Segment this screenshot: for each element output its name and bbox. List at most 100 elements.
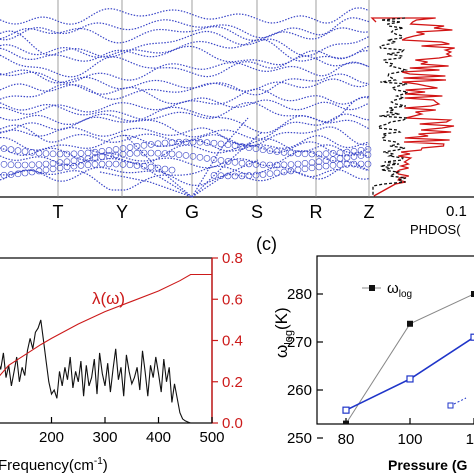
dispersion-point	[56, 159, 64, 166]
dispersion-branch	[0, 150, 370, 172]
dispersion-point	[336, 149, 344, 157]
omega-log-panel: (c) 250 260 270 280 80 100 12 ωlog(K) ωlog Pr…	[256, 234, 474, 473]
dispersion-point	[140, 162, 148, 170]
phdos-axis-label: PHDOS(	[410, 222, 461, 237]
lambda-curve	[0, 273, 212, 377]
omega-log-y-tick-label: 280	[287, 286, 312, 303]
dispersion-point	[105, 147, 113, 154]
dispersion-point	[294, 160, 302, 168]
dispersion-point	[329, 162, 337, 169]
right-axis-tick-label: 0.8	[222, 250, 243, 267]
dispersion-branch	[0, 141, 370, 165]
dispersion-point	[336, 161, 344, 168]
right-axis-ticks: 0.0 0.2 0.4 0.6 0.8	[212, 250, 243, 432]
dispersion-point	[217, 157, 225, 164]
dispersion-point	[154, 149, 162, 157]
pressure-tick-label: 100	[397, 431, 422, 448]
dispersion-point	[49, 150, 57, 158]
dispersion-branch	[0, 69, 369, 96]
dispersion-point	[35, 161, 43, 168]
dispersion-point	[273, 148, 281, 155]
kpoint-label: Z	[364, 202, 375, 222]
dispersion-branch	[0, 45, 370, 66]
dispersion-point	[126, 161, 134, 169]
pressure-tick-label: 12	[466, 431, 474, 448]
dispersion-point	[49, 165, 57, 173]
dispersion-point	[70, 162, 78, 170]
frequency-tick-label: 500	[199, 429, 224, 446]
dispersion-point	[343, 154, 351, 161]
dispersion-point	[98, 160, 106, 168]
dispersion-point	[231, 142, 239, 149]
frequency-tick-label: 400	[146, 429, 171, 446]
kpoint-label: Y	[116, 202, 128, 222]
dispersion-point	[308, 164, 316, 172]
dispersion-branch	[0, 83, 370, 111]
dispersion-point	[119, 161, 127, 168]
dispersion-point	[42, 166, 50, 174]
dispersion-point	[14, 170, 22, 178]
kpoint-label: R	[310, 202, 323, 222]
acoustic-branch	[191, 117, 249, 198]
dispersion-point	[322, 162, 330, 170]
dispersion-point	[154, 140, 162, 147]
dispersion-point	[273, 169, 281, 177]
dispersion-point	[63, 163, 71, 171]
dispersion-branch	[0, 165, 370, 191]
dispersion-point	[154, 164, 162, 172]
dispersion-point	[0, 145, 8, 152]
dispersion-point	[350, 160, 358, 168]
dispersion-point	[231, 172, 239, 180]
omega-log-point	[471, 291, 474, 297]
dispersion-point	[35, 149, 43, 157]
dispersion-point	[119, 145, 127, 152]
omega-log-y-label: ωlog(K)	[272, 307, 295, 358]
blue-series-line	[345, 336, 474, 411]
omega-log-legend: ωlog	[362, 280, 412, 300]
dispersion-point	[329, 156, 337, 163]
dispersion-branch	[0, 165, 370, 187]
dispersion-point	[357, 160, 365, 168]
kpoint-label: T	[53, 202, 64, 222]
dispersion-point	[0, 171, 8, 179]
dispersion-point	[0, 161, 8, 168]
partial-legend-marker	[447, 402, 454, 409]
dispersion-point	[119, 150, 127, 158]
dispersion-branch	[0, 30, 370, 58]
dispersion-point	[315, 150, 323, 158]
partial-legend	[447, 397, 467, 409]
dispersion-point	[224, 158, 232, 165]
right-axis-tick-label: 0.6	[222, 291, 243, 308]
eliashberg-panel: 0.0 0.2 0.4 0.6 0.8 200 300 400 500 λ(ω) Freque…	[0, 250, 243, 474]
dispersion-point	[189, 138, 197, 146]
dispersion-point	[238, 143, 246, 150]
dispersion-point	[259, 161, 267, 169]
dispersion-point	[266, 170, 274, 177]
dispersion-point	[161, 165, 169, 173]
dispersion-branch	[0, 25, 370, 44]
dispersion-point	[273, 161, 281, 169]
dispersion-point	[280, 161, 288, 169]
dispersion-point	[70, 150, 78, 158]
dispersion-point	[343, 148, 351, 156]
phdos-panel: 0.1 PHDOS(	[370, 17, 474, 237]
dispersion-point	[21, 161, 29, 169]
dispersion-point	[259, 171, 267, 178]
dispersion-point	[147, 163, 155, 171]
dispersion-point	[364, 160, 372, 168]
dispersion-point	[7, 146, 15, 153]
dispersion-point	[7, 161, 15, 168]
dispersion-point	[336, 155, 344, 162]
dispersion-point	[217, 140, 225, 148]
legend-label: ωlog	[387, 280, 412, 300]
dispersion-point	[266, 161, 274, 169]
kpoint-label: G	[185, 202, 199, 222]
dispersion-point	[224, 141, 232, 148]
pressure-axis-label: Pressure (G	[388, 457, 467, 473]
kpoint-gridlines	[57, 0, 370, 197]
dispersion-branch	[0, 88, 370, 115]
dispersion-point	[168, 139, 176, 146]
dispersion-point	[84, 149, 92, 157]
